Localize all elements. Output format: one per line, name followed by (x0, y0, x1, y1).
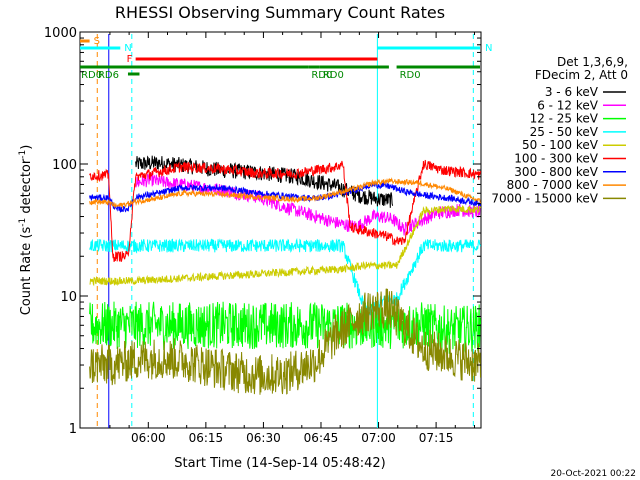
series-line (89, 204, 481, 287)
y-tick-label: 1 (69, 422, 77, 437)
x-tick-label: 07:00 (361, 431, 396, 445)
legend-header-2: FDecim 2, Att 0 (535, 68, 628, 82)
legend-label: 12 - 25 keV (530, 112, 599, 126)
x-tick-label: 06:30 (246, 431, 281, 445)
series-line (135, 155, 394, 208)
x-tick-label: 07:15 (419, 431, 454, 445)
orbit-bar-label: N (485, 43, 492, 54)
y-label-sup-2: -1 (18, 150, 28, 159)
legend-label: 100 - 300 keV (514, 152, 598, 166)
footer-date: 20-Oct-2021 00:22 (551, 469, 636, 479)
y-label-part-3: ) (19, 145, 34, 150)
y-tick-label: 1000 (44, 26, 77, 41)
orbit-bar-label: RD6 (98, 70, 119, 81)
x-axis-label: Start Time (14-Sep-14 05:48:42) (174, 456, 385, 471)
orbit-bar-label: RD0 (311, 70, 332, 81)
y-tick-label: 100 (52, 158, 77, 173)
legend-header-1: Det 1,3,6,9, (557, 55, 628, 69)
x-tick-label: 06:00 (131, 431, 166, 445)
legend-label: 7000 - 15000 keV (491, 191, 598, 205)
legend-label: 25 - 50 keV (530, 125, 599, 139)
legend-label: 800 - 7000 keV (507, 178, 599, 192)
legend-label: 300 - 800 keV (514, 165, 598, 179)
legend-label: 3 - 6 keV (545, 85, 599, 99)
y-axis: 1 10 100 1000 (44, 26, 481, 437)
vertical-markers (96, 34, 474, 428)
y-label-sup-1: -1 (18, 218, 28, 227)
x-tick-label: 06:15 (189, 431, 224, 445)
series-line (89, 288, 481, 395)
orbit-bar-label: RD0 (81, 70, 102, 81)
series-layer (89, 155, 481, 395)
y-label-part-1: Count Rate (s (19, 227, 34, 316)
legend-label: 50 - 100 keV (522, 138, 599, 152)
chart-title: RHESSI Observing Summary Count Rates (115, 3, 445, 22)
y-tick-label: 10 (60, 290, 77, 305)
orbit-bar-label: RD0 (400, 70, 421, 81)
legend: Det 1,3,6,9, FDecim 2, Att 0 3 - 6 keV6 … (491, 55, 628, 205)
orbit-bar-label: RD0 (323, 70, 344, 81)
orbit-bar-label: N (124, 43, 131, 54)
y-axis-label: Count Rate (s-1 detector-1) (18, 145, 34, 316)
orbit-bar-label: F (127, 54, 133, 65)
plot-frame (79, 31, 482, 429)
legend-label: 6 - 12 keV (537, 98, 599, 112)
x-tick-label: 06:45 (304, 431, 339, 445)
series-line (89, 177, 481, 209)
orbit-bar-label: S (94, 36, 100, 47)
series-line (89, 181, 481, 213)
series-line (89, 237, 481, 316)
y-label-part-2: detector (19, 158, 34, 218)
x-axis: 06:00 06:15 06:30 06:45 07:00 07:15 (109, 32, 475, 445)
